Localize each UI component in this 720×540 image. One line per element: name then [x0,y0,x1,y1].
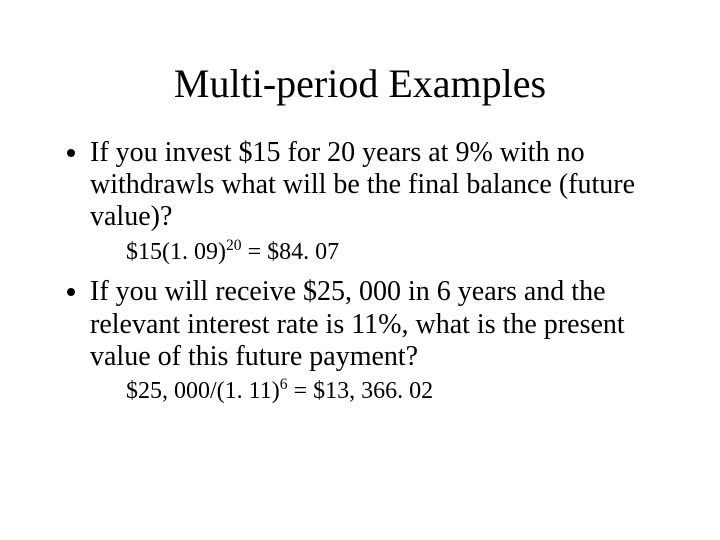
bullet-text: If you invest $15 for 20 years at 9% wit… [90,137,635,232]
slide-title: Multi-period Examples [60,60,660,107]
formula-exponent: 20 [226,237,242,254]
formula-suffix: = $84. 07 [242,239,340,265]
bullet-list: If you invest $15 for 20 years at 9% wit… [60,137,660,406]
bullet-sub: $25, 000/(1. 11)6 = $13, 366. 02 [126,377,660,406]
slide: Multi-period Examples If you invest $15 … [0,0,720,540]
formula-suffix: = $13, 366. 02 [288,378,434,404]
formula-prefix: $25, 000/(1. 11) [126,378,280,404]
bullet-sub: $15(1. 09)20 = $84. 07 [126,238,660,267]
bullet-text: If you will receive $25, 000 in 6 years … [90,276,625,371]
bullet-item: If you invest $15 for 20 years at 9% wit… [90,137,660,266]
formula-exponent: 6 [280,376,288,393]
formula-prefix: $15(1. 09) [126,239,226,265]
bullet-item: If you will receive $25, 000 in 6 years … [90,276,660,405]
